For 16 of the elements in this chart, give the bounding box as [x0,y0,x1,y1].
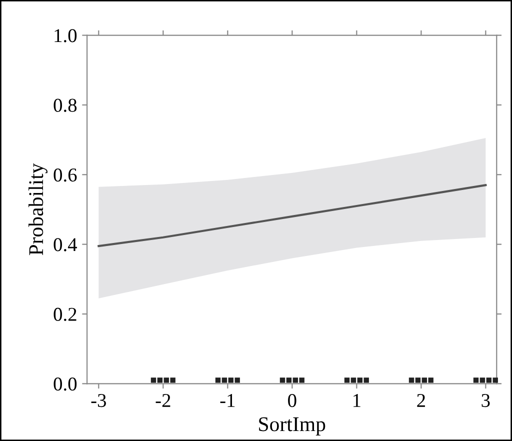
x-tick-label: 3 [482,394,490,408]
y-tick-label: 0.0 [54,377,77,391]
y-tick-label: 0.6 [54,168,77,182]
x-tick-label: 0 [288,394,296,408]
x-tick-label: 2 [417,394,425,407]
y-axis-title: Probability [28,163,48,256]
y-tick-label: 0.8 [54,98,77,112]
x-tick-label: -3 [91,394,106,408]
x-tick-label: -2 [156,394,170,407]
x-tick-label: -1 [220,394,235,407]
x-axis-title: SortImp [259,417,326,436]
line-series [98,184,487,248]
y-tick-label: 0.2 [54,308,76,322]
y-tick-label: 1.0 [54,29,77,42]
x-tick-label: 1 [354,394,360,407]
y-tick-label: 0.4 [54,238,78,252]
